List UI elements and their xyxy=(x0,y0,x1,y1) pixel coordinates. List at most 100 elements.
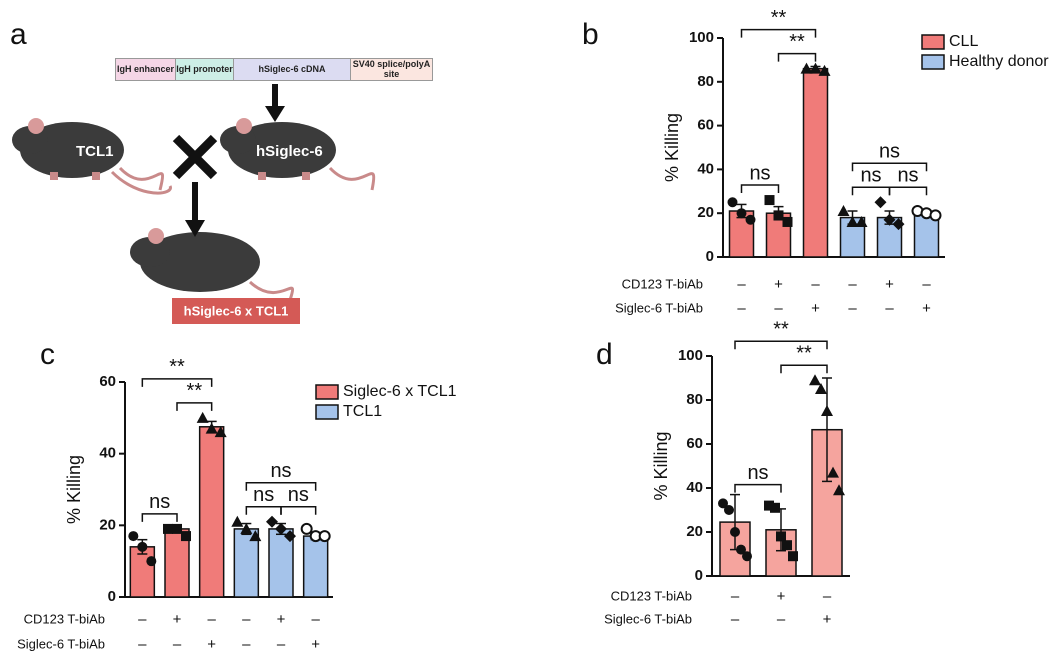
data-point xyxy=(788,551,798,562)
data-point xyxy=(249,530,262,542)
significance-bracket xyxy=(777,52,817,62)
y-tick-label: 100 xyxy=(689,29,714,46)
data-point xyxy=(172,523,182,534)
y-tick-label: 20 xyxy=(686,523,703,540)
legend-swatch xyxy=(315,384,339,400)
data-point xyxy=(300,522,313,535)
treatment-label: Siglec-6 T-biAb xyxy=(17,636,105,651)
treatment-sign: – xyxy=(173,636,182,653)
y-tick-label: 20 xyxy=(697,204,714,221)
data-point xyxy=(809,62,822,74)
significance-label: ** xyxy=(771,7,787,29)
y-tick-label: 40 xyxy=(697,160,714,177)
treatment-sign: + xyxy=(885,276,894,293)
data-point xyxy=(800,62,813,74)
data-point xyxy=(284,530,296,543)
y-tick-label: 0 xyxy=(706,248,714,265)
data-point xyxy=(724,505,734,515)
data-point xyxy=(205,422,218,434)
construct-box: IgH promoter xyxy=(175,58,234,81)
y-axis-label: % Killing xyxy=(651,431,671,500)
y-tick-label: 80 xyxy=(697,73,714,90)
data-point xyxy=(146,556,157,567)
significance-label: ** xyxy=(796,342,812,364)
treatment-label: CD123 T-biAb xyxy=(24,611,105,626)
data-point xyxy=(275,522,287,535)
data-point xyxy=(745,214,756,225)
data-point xyxy=(196,411,209,423)
y-tick-label: 40 xyxy=(99,445,116,462)
data-point xyxy=(929,209,942,222)
significance-label: ** xyxy=(169,356,185,378)
data-point xyxy=(846,215,859,227)
significance-bracket xyxy=(734,483,782,493)
data-point xyxy=(815,383,827,394)
significance-bracket xyxy=(851,162,928,172)
arrow-head xyxy=(185,220,205,237)
data-point xyxy=(892,218,905,231)
data-point xyxy=(818,64,831,76)
offspring-box xyxy=(172,298,300,324)
y-tick-label: 40 xyxy=(686,479,703,496)
y-tick-label: 0 xyxy=(695,567,703,584)
treatment-sign: – xyxy=(277,636,286,653)
treatment-sign: + xyxy=(774,276,783,293)
significance-bracket xyxy=(888,186,928,196)
data-point xyxy=(730,527,740,537)
data-point xyxy=(181,531,191,542)
data-point xyxy=(736,544,746,555)
data-point xyxy=(833,484,845,496)
panel-letter: c xyxy=(40,338,55,371)
data-point xyxy=(821,405,833,416)
legend-label: Healthy donor xyxy=(949,53,1049,70)
treatment-sign: – xyxy=(242,611,251,628)
data-point xyxy=(827,466,839,478)
treatment-label: Siglec-6 T-biAb xyxy=(604,611,692,626)
treatment-sign: – xyxy=(777,611,786,628)
data-point xyxy=(874,196,887,209)
arrow-head xyxy=(265,106,285,122)
data-point xyxy=(137,541,148,552)
construct-box: hSiglec-6 cDNA xyxy=(233,58,351,81)
treatment-sign: – xyxy=(311,611,320,628)
mouse-icon xyxy=(130,228,295,301)
significance-bracket xyxy=(280,506,317,515)
significance-bracket xyxy=(141,513,178,522)
treatment-sign: – xyxy=(138,611,147,628)
cross xyxy=(172,134,218,180)
y-tick-label: 60 xyxy=(99,373,116,390)
legend-label: TCL1 xyxy=(343,403,382,420)
treatment-sign: – xyxy=(737,276,746,293)
treatment-sign: – xyxy=(811,276,820,293)
legend-label: Siglec-6 x TCL1 xyxy=(343,383,457,400)
y-tick-label: 60 xyxy=(686,435,703,452)
mouse-label: TCL1 xyxy=(76,143,114,160)
data-point xyxy=(809,374,821,386)
treatment-sign: – xyxy=(242,636,251,653)
y-tick-label: 100 xyxy=(678,347,703,364)
treatment-sign: + xyxy=(811,300,820,317)
significance-label: ns xyxy=(897,165,918,187)
significance-label: ns xyxy=(879,141,900,163)
treatment-sign: – xyxy=(207,611,216,628)
significance-bracket xyxy=(780,364,828,374)
data-point xyxy=(163,523,173,534)
bar xyxy=(302,535,329,598)
significance-label: ns xyxy=(860,165,881,187)
data-point xyxy=(736,208,747,219)
significance-label: ns xyxy=(149,491,170,513)
treatment-sign: + xyxy=(311,636,320,653)
significance-bracket xyxy=(734,340,828,350)
legend-swatch xyxy=(315,404,339,420)
significance-label: ** xyxy=(187,380,203,402)
treatment-sign: + xyxy=(777,588,786,605)
treatment-label: Siglec-6 T-biAb xyxy=(615,300,703,315)
construct-box: SV40 splice/polyA site xyxy=(350,58,433,81)
data-point xyxy=(318,530,331,543)
data-point xyxy=(883,213,896,226)
y-tick-label: 80 xyxy=(686,391,703,408)
data-point xyxy=(727,197,738,208)
y-tick-label: 0 xyxy=(108,588,116,605)
panel-letter: a xyxy=(10,18,27,51)
data-point xyxy=(770,502,780,513)
